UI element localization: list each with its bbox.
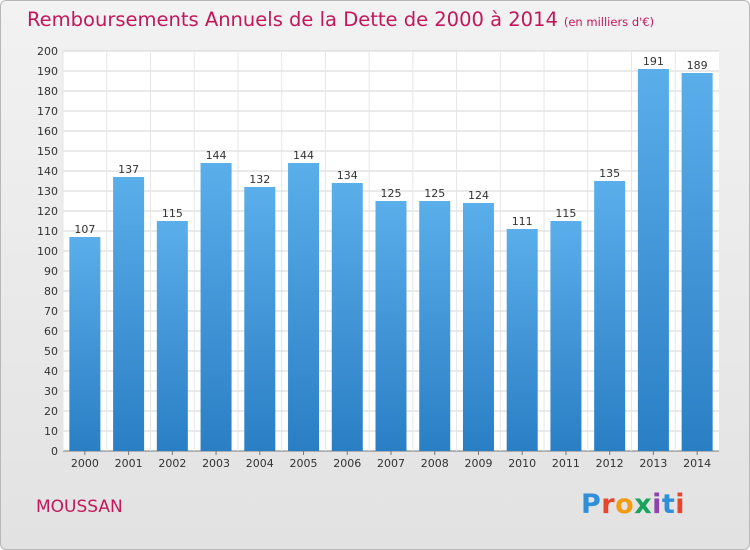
logo-letter: P: [581, 489, 602, 520]
data-label: 124: [468, 189, 489, 202]
y-tick-label: 30: [44, 385, 58, 398]
data-label: 111: [512, 215, 533, 228]
data-label: 191: [643, 55, 664, 68]
bar: [594, 181, 626, 451]
y-tick-label: 80: [44, 285, 58, 298]
y-tick-label: 160: [37, 125, 58, 138]
data-label: 135: [599, 167, 620, 180]
y-tick-label: 50: [44, 345, 58, 358]
y-tick-label: 60: [44, 325, 58, 338]
data-label: 144: [206, 149, 227, 162]
y-tick-label: 180: [37, 85, 58, 98]
y-tick-label: 170: [37, 105, 58, 118]
y-tick-label: 10: [44, 425, 58, 438]
x-tick-label: 2005: [290, 457, 318, 470]
bar: [331, 183, 363, 451]
data-label: 132: [249, 173, 270, 186]
y-tick-label: 40: [44, 365, 58, 378]
logo-letter: o: [615, 489, 635, 520]
y-tick-label: 140: [37, 165, 58, 178]
x-tick-label: 2013: [639, 457, 667, 470]
x-tick-label: 2010: [508, 457, 536, 470]
label-layer: 0 10 20 30 40 50 60 70 80 90 100 110 120 130 140 150 160…: [37, 45, 711, 470]
bar: [637, 69, 669, 451]
y-tick-label: 20: [44, 405, 58, 418]
data-label: 125: [424, 187, 445, 200]
bar: [550, 221, 582, 451]
y-tick-label: 190: [37, 65, 58, 78]
bar: [156, 221, 188, 451]
data-label: 107: [74, 223, 95, 236]
x-tick-label: 2000: [71, 457, 99, 470]
data-label: 115: [555, 207, 576, 220]
x-tick-label: 2001: [115, 457, 143, 470]
bar: [681, 73, 713, 451]
logo-letter: r: [601, 489, 616, 520]
proxiti-logo: Proxiti: [581, 489, 685, 520]
bar: [244, 187, 276, 451]
x-tick-label: 2011: [552, 457, 580, 470]
y-tick-label: 70: [44, 305, 58, 318]
bar: [462, 203, 494, 451]
data-label: 125: [381, 187, 402, 200]
title-main: Remboursements Annuels de la Dette de 20…: [27, 8, 558, 31]
logo-letter: t: [661, 489, 676, 520]
bar: [288, 163, 320, 451]
x-tick-label: 2009: [464, 457, 492, 470]
bar: [506, 229, 538, 451]
x-tick-label: 2004: [246, 457, 274, 470]
y-tick-label: 120: [37, 205, 58, 218]
y-tick-label: 130: [37, 185, 58, 198]
data-label: 137: [118, 163, 139, 176]
data-label: 134: [337, 169, 358, 182]
y-tick-label: 100: [37, 245, 58, 258]
city-name: MOUSSAN: [36, 497, 123, 517]
y-tick-label: 110: [37, 225, 58, 238]
x-tick-label: 2008: [421, 457, 449, 470]
bar: [113, 177, 145, 451]
x-tick-label: 2006: [333, 457, 361, 470]
bar: [69, 237, 101, 451]
x-tick-label: 2012: [596, 457, 624, 470]
bar: [375, 201, 407, 451]
y-tick-label: 150: [37, 145, 58, 158]
y-tick-label: 200: [37, 45, 58, 58]
bar: [419, 201, 451, 451]
y-tick-label: 90: [44, 265, 58, 278]
x-tick-label: 2007: [377, 457, 405, 470]
logo-letter: i: [652, 489, 662, 520]
title-unit: (en milliers d'€): [563, 15, 655, 29]
logo-letter: x: [634, 489, 653, 520]
bar: [200, 163, 232, 451]
data-label: 115: [162, 207, 183, 220]
y-tick-label: 0: [51, 445, 58, 458]
x-tick-label: 2002: [158, 457, 186, 470]
chart-title: Remboursements Annuels de la Dette de 20…: [27, 8, 654, 31]
x-tick-label: 2003: [202, 457, 230, 470]
data-label: 144: [293, 149, 314, 162]
data-label: 189: [687, 59, 708, 72]
logo-letter: i: [675, 489, 686, 520]
bar-layer: [69, 69, 713, 451]
x-tick-label: 2014: [683, 457, 711, 470]
